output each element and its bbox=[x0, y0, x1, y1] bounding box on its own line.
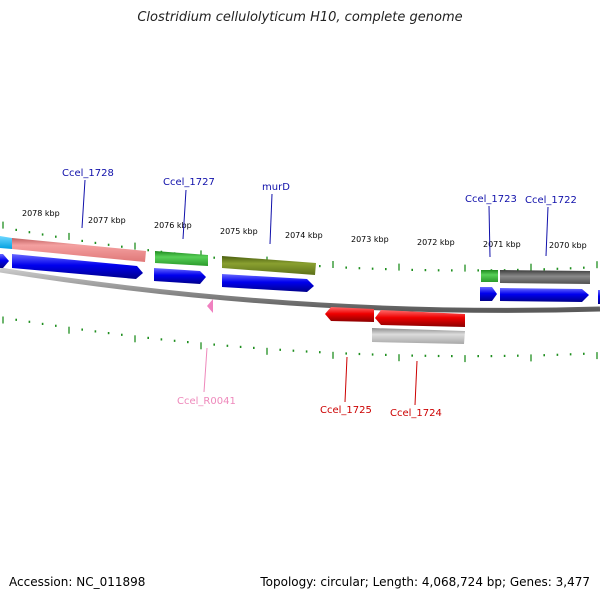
scale-labels: 2078 kbp 2077 kbp 2076 kbp 2075 kbp 2074… bbox=[22, 209, 587, 250]
genome-backbone bbox=[0, 267, 600, 313]
gene-block-ccel-1723[interactable] bbox=[481, 270, 498, 282]
gene-block-ccel-1728[interactable] bbox=[12, 238, 146, 262]
trna-marker[interactable] bbox=[207, 299, 213, 313]
gene-block-cyan[interactable] bbox=[0, 236, 12, 249]
map-title: Clostridium cellulolyticum H10, complete… bbox=[137, 10, 463, 25]
gene-block-ccel-1724-inner[interactable] bbox=[372, 328, 465, 344]
scale-label: 2077 kbp bbox=[88, 216, 126, 225]
genome-summary-text: Topology: circular; Length: 4,068,724 bp… bbox=[260, 575, 590, 589]
scale-label: 2076 kbp bbox=[154, 221, 192, 230]
cds-arrow[interactable] bbox=[480, 287, 497, 301]
gene-block-murd[interactable] bbox=[222, 256, 316, 275]
gene-label-murd[interactable]: murD bbox=[262, 182, 290, 193]
cds-arrow[interactable] bbox=[375, 310, 465, 327]
gene-label-ccel-1728[interactable]: Ccel_1728 bbox=[62, 168, 114, 179]
gene-label-ccel-1724[interactable]: Ccel_1724 bbox=[390, 408, 442, 419]
scale-label: 2074 kbp bbox=[285, 231, 323, 240]
gene-leader-lines bbox=[81, 179, 549, 406]
cds-arrow[interactable] bbox=[325, 307, 374, 322]
cds-arrow[interactable] bbox=[12, 254, 143, 279]
cds-arrow[interactable] bbox=[0, 254, 9, 268]
scale-label: 2073 kbp bbox=[351, 235, 389, 244]
gene-label-ccel-r0041[interactable]: Ccel_R0041 bbox=[177, 396, 236, 407]
accession-text: Accession: NC_011898 bbox=[9, 575, 146, 589]
cds-arrow[interactable] bbox=[154, 268, 206, 284]
gene-block-ccel-1722[interactable] bbox=[500, 270, 590, 284]
reverse-cds-track bbox=[325, 307, 465, 344]
gene-block-ccel-1727[interactable] bbox=[155, 251, 208, 266]
feature-track-outer bbox=[0, 236, 590, 284]
scale-label: 2072 kbp bbox=[417, 238, 455, 247]
inner-scale-ticks bbox=[2, 316, 598, 363]
gene-label-ccel-1727[interactable]: Ccel_1727 bbox=[163, 177, 215, 188]
scale-label: 2078 kbp bbox=[22, 209, 60, 218]
cds-arrow[interactable] bbox=[500, 288, 589, 302]
scale-label: 2071 kbp bbox=[483, 240, 521, 249]
gene-label-ccel-1725[interactable]: Ccel_1725 bbox=[320, 405, 372, 416]
forward-cds-track bbox=[0, 254, 600, 304]
cds-arrow[interactable] bbox=[222, 274, 314, 292]
gene-labels: Ccel_1728 Ccel_1727 murD Ccel_1723 Ccel_… bbox=[62, 168, 577, 419]
scale-label: 2075 kbp bbox=[220, 227, 258, 236]
gene-label-ccel-1723[interactable]: Ccel_1723 bbox=[465, 194, 517, 205]
scale-label: 2070 kbp bbox=[549, 241, 587, 250]
gene-label-ccel-1722[interactable]: Ccel_1722 bbox=[525, 195, 577, 206]
